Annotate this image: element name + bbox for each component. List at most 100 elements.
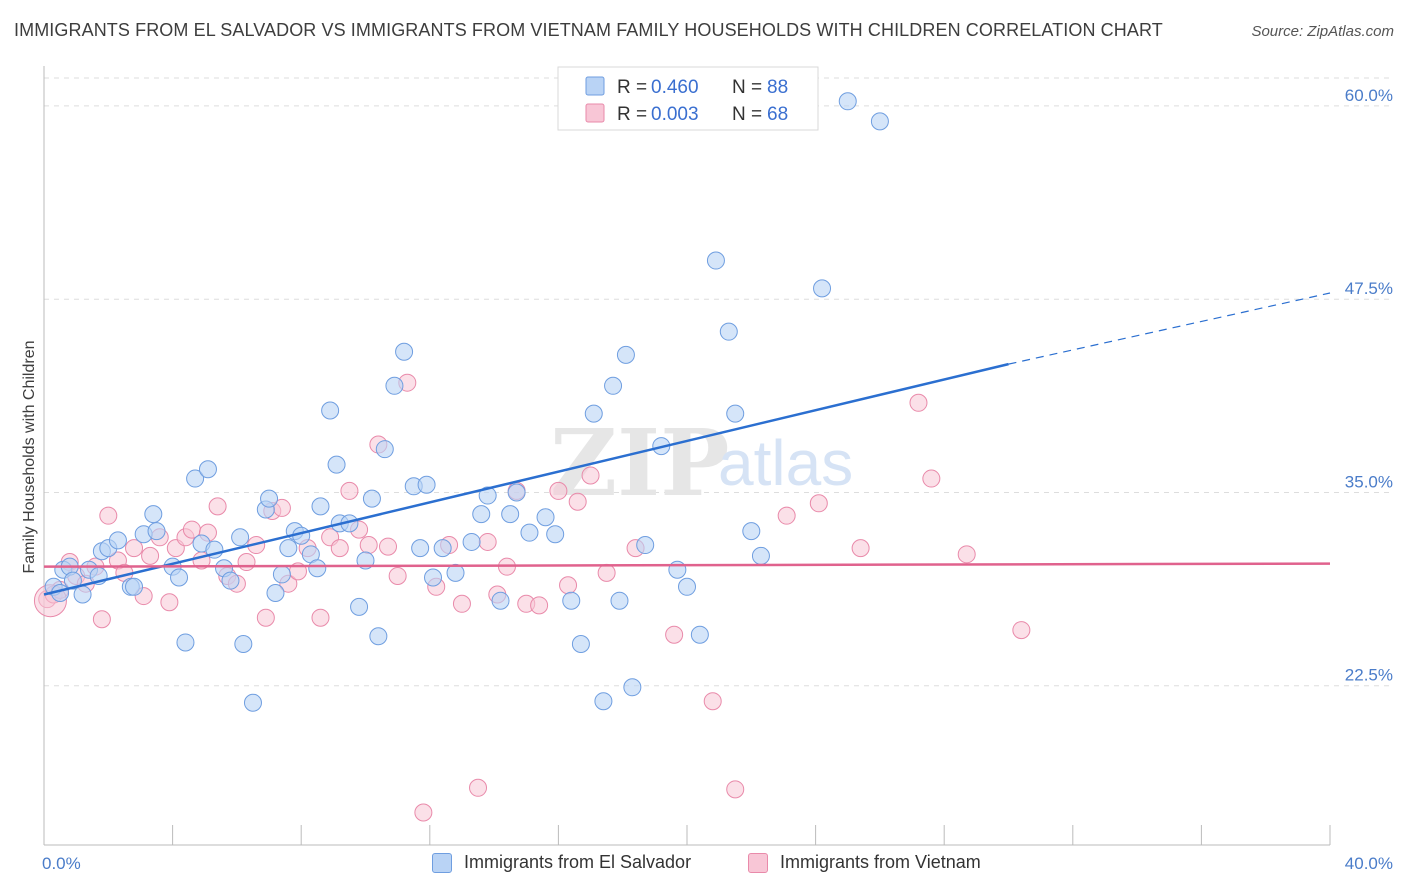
vietnam-point-13	[141, 546, 160, 565]
el-salvador-point-52	[424, 568, 443, 587]
watermark-atlas: atlas	[718, 427, 853, 499]
legend-swatch-el-salvador	[432, 852, 452, 873]
vietnam-point-54	[559, 576, 578, 595]
el-salvador-point-61	[520, 523, 539, 542]
vietnam-point-59	[665, 625, 684, 644]
legend-r-label-2: R =	[617, 104, 647, 125]
vietnam-point-42	[414, 803, 433, 822]
legend-label-vietnam: Immigrants from Vietnam	[780, 852, 981, 872]
vietnam-point-8	[99, 506, 118, 525]
legend-r-label-1: R =	[617, 77, 647, 98]
el-salvador-point-24	[221, 571, 240, 590]
legend-swatch-blue	[585, 76, 605, 96]
el-salvador-point-48	[395, 342, 414, 361]
series-vietnam-points	[33, 373, 1031, 822]
el-salvador-point-17	[170, 568, 189, 587]
el-salvador-point-71	[623, 678, 642, 697]
el-salvador-point-67	[594, 692, 613, 711]
legend-n-label-2: N =	[732, 104, 762, 125]
vietnam-point-40	[388, 566, 407, 585]
el-salvador-point-77	[706, 251, 725, 270]
el-salvador-point-62	[536, 508, 555, 527]
vietnam-point-52	[530, 596, 549, 615]
el-salvador-point-82	[813, 279, 832, 298]
legend-r-value-1: 0.460	[651, 77, 699, 98]
y-axis-label-group: Family Households with Children	[21, 341, 38, 574]
el-salvador-point-80	[742, 522, 761, 541]
el-salvador-point-31	[272, 565, 291, 584]
el-salvador-point-45	[369, 627, 388, 646]
vietnam-point-68	[1012, 621, 1031, 640]
el-salvador-point-26	[234, 634, 253, 653]
vietnam-point-11	[125, 539, 144, 558]
correlation-legend: R = 0.460 N = 88 R = 0.003 N = 68	[557, 66, 819, 131]
legend-label-el-salvador: Immigrants from El Salvador	[464, 852, 692, 872]
legend-r-value-2: 0.003	[651, 104, 699, 125]
el-salvador-point-4	[63, 571, 82, 590]
vietnam-point-45	[452, 594, 471, 613]
vietnam-point-64	[851, 539, 870, 558]
series-el-salvador-points	[44, 92, 889, 712]
el-salvador-point-72	[636, 536, 655, 555]
el-salvador-point-46	[375, 440, 394, 459]
vietnam-point-37	[359, 536, 378, 555]
legend-item-el-salvador: Immigrants from El Salvador	[432, 852, 691, 873]
vietnam-point-24	[237, 553, 256, 572]
vietnam-point-35	[340, 481, 359, 500]
el-salvador-point-25	[231, 528, 250, 547]
y-tick-label-2: 47.5%	[1345, 279, 1393, 298]
el-salvador-trend-line	[43, 362, 1009, 596]
legend-n-label-1: N =	[732, 77, 762, 98]
vietnam-point-67	[957, 545, 976, 564]
el-salvador-point-56	[472, 505, 491, 524]
vietnam-point-39	[379, 537, 398, 556]
y-tick-label-3: 60.0%	[1345, 86, 1393, 105]
vietnam-point-32	[311, 608, 330, 627]
el-salvador-point-39	[327, 455, 346, 474]
el-salvador-point-74	[668, 560, 687, 579]
el-salvador-point-50	[411, 539, 430, 558]
legend-swatch-vietnam	[748, 852, 768, 873]
el-salvador-point-37	[311, 497, 330, 516]
el-salvador-point-66	[584, 404, 603, 423]
vietnam-point-47	[478, 532, 497, 551]
el-salvador-point-42	[350, 597, 369, 616]
el-salvador-point-70	[616, 345, 635, 364]
el-salvador-trend-extension	[1008, 292, 1331, 365]
y-tick-label-0: 22.5%	[1345, 666, 1393, 685]
y-axis-label: Family Households with Children	[21, 341, 38, 574]
el-salvador-point-51	[417, 475, 436, 494]
vietnam-point-66	[922, 469, 941, 488]
el-salvador-point-30	[266, 583, 285, 602]
vietnam-point-56	[581, 466, 600, 485]
el-salvador-point-59	[501, 505, 520, 524]
el-salvador-point-76	[690, 625, 709, 644]
legend-item-vietnam: Immigrants from Vietnam	[748, 852, 981, 873]
vietnam-point-21	[208, 497, 227, 516]
el-salvador-point-58	[491, 591, 510, 610]
el-salvador-point-55	[462, 532, 481, 551]
legend-n-value-2: 68	[767, 104, 788, 125]
watermark: ZIP atlas	[550, 409, 853, 517]
el-salvador-point-19	[186, 469, 205, 488]
el-salvador-point-83	[838, 92, 857, 111]
series-legend: Immigrants from El Salvador Immigrants f…	[0, 850, 1406, 880]
el-salvador-point-69	[610, 591, 629, 610]
el-salvador-point-84	[870, 112, 889, 131]
chart-title: IMMIGRANTS FROM EL SALVADOR VS IMMIGRANT…	[14, 20, 1163, 40]
el-salvador-point-78	[719, 322, 738, 341]
vietnam-point-62	[777, 506, 796, 525]
x-tick-labels: 0.0% 40.0%	[42, 854, 1393, 873]
el-salvador-point-10	[108, 531, 127, 550]
y-tick-labels: 22.5% 35.0% 47.5% 60.0%	[1345, 86, 1393, 685]
el-salvador-point-44	[362, 489, 381, 508]
vietnam-point-65	[909, 393, 928, 412]
el-salvador-point-47	[385, 376, 404, 395]
el-salvador-point-32	[279, 539, 298, 558]
legend-n-value-1: 88	[767, 77, 788, 98]
vietnam-point-34	[330, 539, 349, 558]
el-salvador-point-64	[562, 591, 581, 610]
vietnam-point-57	[597, 563, 616, 582]
vietnam-point-61	[726, 780, 745, 799]
el-salvador-point-12	[125, 577, 144, 596]
